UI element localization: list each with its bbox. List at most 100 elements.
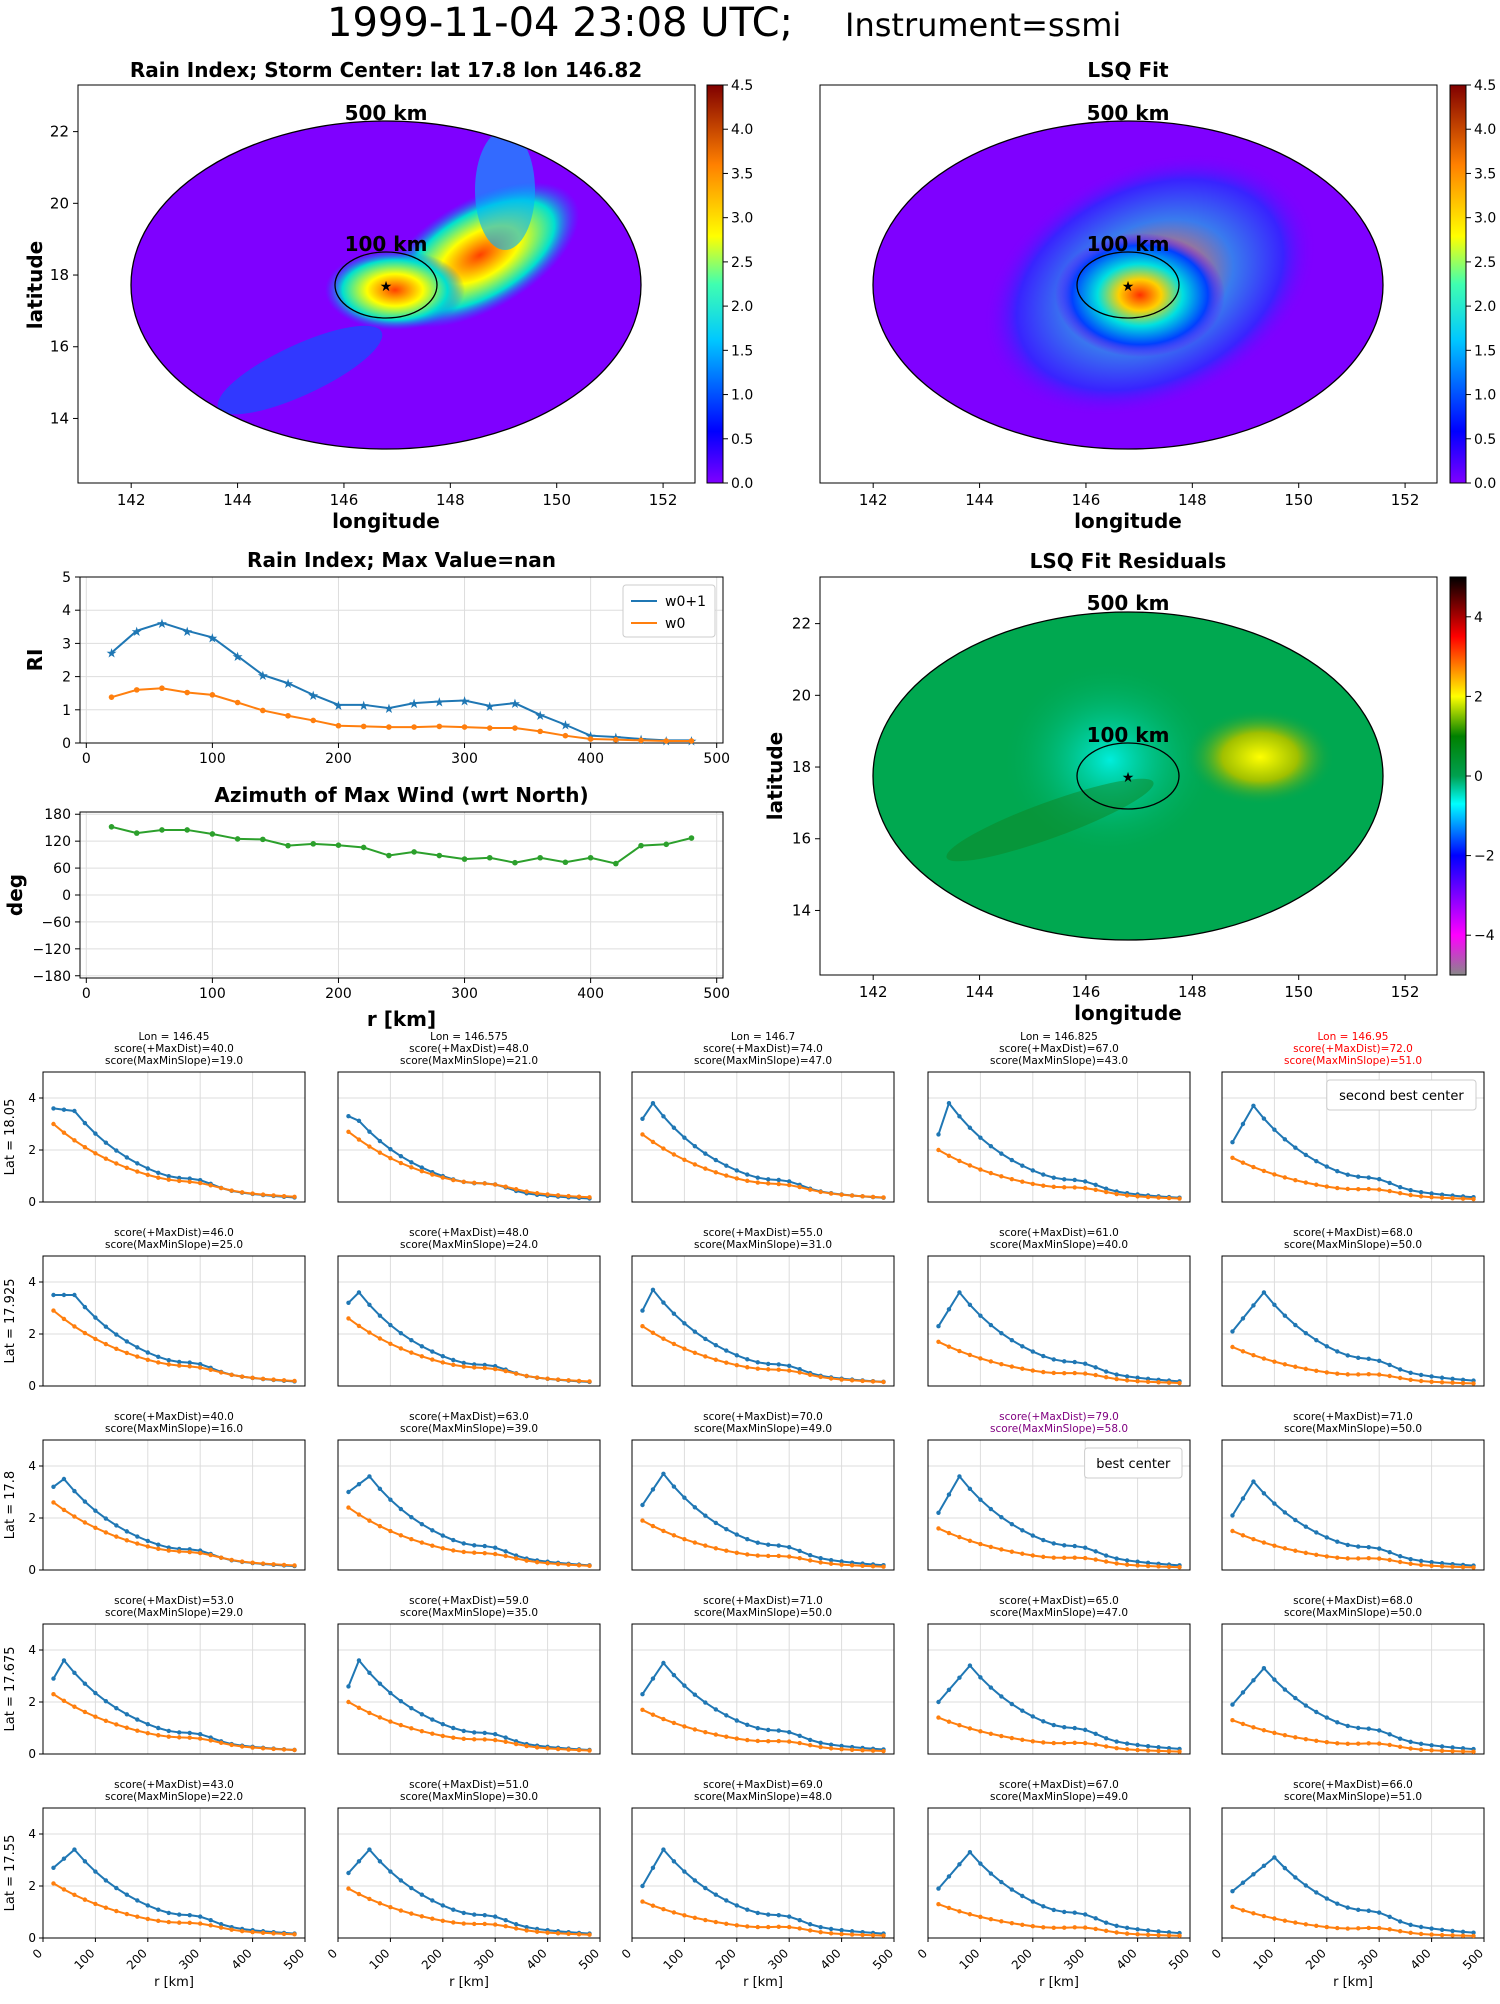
cell-score-slope: score(MaxMinSlope)=31.0 — [694, 1239, 832, 1251]
data-point — [218, 1185, 224, 1191]
data-point — [367, 1896, 372, 1902]
data-point — [988, 1359, 994, 1364]
data-point — [967, 1163, 973, 1168]
data-point — [1240, 1496, 1246, 1501]
data-point — [1135, 1375, 1140, 1380]
fit-ring-100km — [1076, 251, 1180, 319]
cell-score-slope: score(MaxMinSlope)=29.0 — [105, 1607, 243, 1619]
data-point — [1103, 1559, 1109, 1564]
data-point — [1303, 1736, 1309, 1742]
data-point: ★ — [358, 699, 370, 714]
data-point — [398, 1153, 404, 1159]
colorbar-tick-label: 1.5 — [1474, 343, 1496, 359]
data-point — [828, 1561, 834, 1566]
data-point — [1009, 1920, 1015, 1926]
data-point — [1366, 1186, 1371, 1192]
data-point — [755, 1924, 760, 1930]
data-point — [1051, 1722, 1056, 1728]
lat-tick-label: 18 — [792, 758, 811, 776]
data-point — [545, 1192, 550, 1197]
data-point — [807, 1558, 813, 1563]
data-point — [797, 1917, 802, 1923]
data-point — [93, 1508, 98, 1513]
data-point — [1345, 1372, 1350, 1377]
data-point — [755, 1180, 760, 1185]
data-point — [650, 1712, 656, 1717]
data-point — [1230, 1155, 1235, 1161]
cell-frame — [1221, 1071, 1485, 1203]
cell-score-maxdist: score(+MaxDist)=48.0 — [409, 1227, 529, 1239]
data-point — [1397, 1919, 1403, 1924]
data-point — [1356, 1926, 1361, 1931]
data-point — [1471, 1196, 1476, 1202]
data-point — [1356, 1355, 1361, 1360]
data-point — [461, 1179, 466, 1185]
data-point — [388, 1904, 393, 1910]
data-point — [1387, 1362, 1392, 1368]
data-point — [999, 1361, 1004, 1367]
data-point — [1083, 1740, 1088, 1746]
data-point — [82, 1709, 88, 1715]
data-point — [1397, 1736, 1403, 1741]
lat-tick-label: 14 — [50, 409, 69, 427]
data-point — [978, 1497, 983, 1502]
data-point — [1072, 1370, 1077, 1376]
data-point — [957, 1909, 962, 1914]
data-point — [281, 1931, 287, 1937]
data-point — [1009, 1701, 1015, 1707]
data-point — [724, 1921, 729, 1926]
colorbar-tick-label: 4.5 — [731, 78, 753, 94]
data-point — [587, 1563, 592, 1569]
data-point — [135, 1728, 140, 1733]
data-point — [936, 1902, 941, 1907]
cell-frame — [337, 1623, 601, 1755]
data-point — [135, 1914, 140, 1919]
data-point — [1356, 1372, 1361, 1377]
data-point — [51, 1308, 56, 1313]
data-point — [388, 1155, 393, 1161]
candidate-cell: score(+MaxDist)=48.0score(MaxMinSlope)=2… — [337, 1227, 601, 1387]
data-point — [1272, 1127, 1277, 1132]
data-point — [1124, 1741, 1130, 1746]
data-point — [482, 1543, 487, 1549]
series-line-azimuth — [111, 825, 692, 865]
data-point — [692, 1350, 698, 1355]
data-point — [1450, 1196, 1455, 1201]
data-point — [1062, 1925, 1067, 1930]
x-tick-label: 400 — [818, 1946, 844, 1972]
x-tick-label: 200 — [124, 1946, 150, 1972]
data-point — [1429, 1932, 1434, 1937]
colorbar-tick-label: 4.0 — [731, 122, 753, 138]
data-point — [1114, 1923, 1119, 1929]
candidate-cell: Lon = 146.575score(+MaxDist)=48.0score(M… — [337, 1031, 601, 1203]
data-point — [239, 1928, 245, 1934]
lat-tick-label: 20 — [50, 194, 69, 212]
data-point — [1093, 1916, 1098, 1921]
data-point — [1261, 1290, 1267, 1295]
data-point — [1103, 1920, 1109, 1925]
data-point — [1083, 1727, 1088, 1733]
rain-map-title: Rain Index; Storm Center: lat 17.8 lon 1… — [130, 58, 642, 82]
fit-ring-500km-label: 500 km — [1087, 101, 1170, 125]
cell-score-slope: score(MaxMinSlope)=58.0 — [990, 1423, 1128, 1435]
data-point — [1377, 1546, 1382, 1551]
data-point — [114, 1908, 119, 1914]
series-line-w0 — [348, 1887, 590, 1936]
x-tick-label: 0 — [915, 1946, 930, 1961]
data-point — [755, 1540, 760, 1545]
data-point — [849, 1563, 855, 1568]
series-line-w0+1 — [347, 1290, 590, 1383]
data-point — [461, 1549, 466, 1555]
data-point — [692, 1540, 698, 1545]
data-point — [51, 1865, 56, 1871]
data-point — [377, 1486, 383, 1492]
data-point — [292, 1194, 297, 1199]
cell-score-maxdist: score(+MaxDist)=65.0 — [999, 1595, 1119, 1607]
x-axis-label: r [km] — [743, 1975, 783, 1990]
data-point — [513, 1741, 519, 1747]
data-point — [1314, 1923, 1319, 1929]
res-storm-center-marker: ★ — [1122, 770, 1135, 786]
data-point — [818, 1189, 823, 1195]
data-point — [82, 1120, 88, 1126]
